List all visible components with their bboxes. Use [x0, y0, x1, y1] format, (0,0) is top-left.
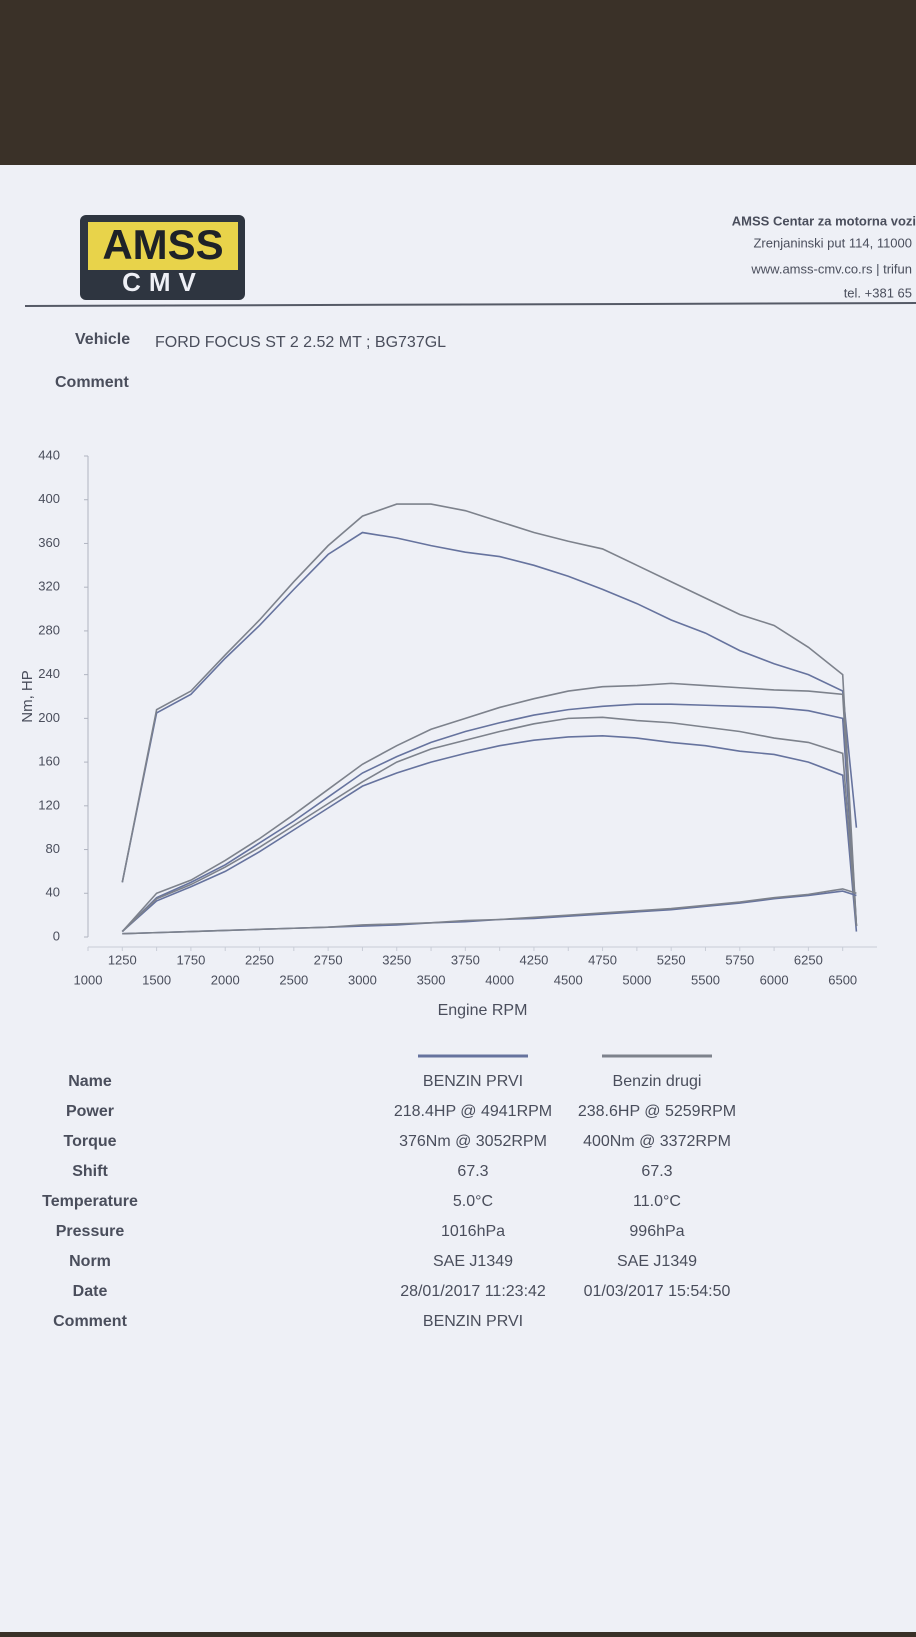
table-cell: 996hPa — [629, 1223, 684, 1240]
rule — [24, 302, 916, 307]
address: Zrenjaninski put 114, 11000 — [753, 235, 912, 250]
x-tick-label: 2500 — [279, 972, 308, 987]
y-tick-label: 360 — [38, 535, 60, 550]
table-cell: SAE J1349 — [617, 1253, 697, 1270]
x-tick-label: 1000 — [74, 972, 103, 987]
y-tick-label: 280 — [38, 622, 60, 637]
table-cell: BENZIN PRVI — [423, 1073, 523, 1090]
table-cell: 1016hPa — [441, 1223, 505, 1240]
table-cell: 376Nm @ 3052RPM — [399, 1133, 547, 1150]
y-tick-label: 80 — [46, 841, 60, 856]
x-tick-label: 5250 — [657, 952, 686, 967]
x-tick-label: 4000 — [485, 972, 514, 987]
table-cell: Benzin drugi — [613, 1073, 702, 1090]
phone: tel. +381 65 — [844, 285, 912, 300]
x-tick-label: 3250 — [382, 952, 411, 967]
row-label: Name — [68, 1073, 112, 1090]
web: www.amss-cmv.co.rs | trifun — [750, 261, 912, 276]
y-tick-label: 240 — [38, 666, 60, 681]
logo-text: AMSS — [102, 221, 223, 268]
table-cell: 67.3 — [641, 1163, 672, 1180]
row-label: Torque — [63, 1133, 116, 1150]
x-tick-label: 6500 — [828, 972, 857, 987]
series-line — [122, 888, 857, 935]
table-cell: 01/03/2017 15:54:50 — [584, 1283, 731, 1300]
x-tick-label: 5500 — [691, 972, 720, 987]
y-tick-label: 440 — [38, 447, 60, 462]
x-tick-label: 3000 — [348, 972, 377, 987]
x-tick-label: 1750 — [176, 952, 205, 967]
logo-band — [88, 222, 238, 270]
table-cell: SAE J1349 — [433, 1253, 513, 1270]
y-tick-label: 160 — [38, 754, 60, 769]
x-tick-label: 5000 — [622, 972, 651, 987]
y-tick-label: 120 — [38, 797, 60, 812]
row-label: Pressure — [56, 1223, 125, 1240]
vehicle-label: Vehicle — [75, 331, 130, 348]
table-cell: 218.4HP @ 4941RPM — [394, 1103, 552, 1120]
series-line — [121, 503, 858, 927]
x-tick-label: 4250 — [519, 952, 548, 967]
y-tick-label: 320 — [38, 579, 60, 594]
y-tick-label: 200 — [38, 710, 60, 725]
row-label: Comment — [53, 1313, 127, 1330]
series-line — [121, 735, 858, 933]
x-tick-label: 1500 — [142, 972, 171, 987]
x-tick-label: 6250 — [794, 952, 823, 967]
row-label: Shift — [72, 1163, 108, 1180]
x-tick-label: 2000 — [211, 972, 240, 987]
x-tick-label: 2750 — [314, 952, 343, 967]
x-tick-label: 3750 — [451, 952, 480, 967]
comment-label: Comment — [55, 374, 129, 391]
series-line — [121, 682, 858, 933]
table-cell: BENZIN PRVI — [423, 1313, 523, 1330]
series-line — [121, 703, 858, 933]
table-cell: 28/01/2017 11:23:42 — [400, 1283, 546, 1300]
table-cell: 5.0°C — [453, 1193, 493, 1210]
company: AMSS Centar za motorna vozi — [732, 213, 916, 228]
logo-text: CMV — [122, 267, 204, 297]
chart: 0 40 80 120 160 200 240 280 320 360 400 440 1000 1250… — [19, 447, 877, 1019]
x-tick-label: 3500 — [417, 972, 446, 987]
vehicle-value: FORD FOCUS ST 2 2.52 MT ; BG737GL — [155, 334, 446, 351]
y-axis-label: Nm, HP — [19, 670, 36, 723]
series-line — [121, 716, 858, 933]
x-tick-label: 4750 — [588, 952, 617, 967]
y-tick-label: 0 — [53, 928, 60, 943]
x-tick-label: 5750 — [725, 952, 754, 967]
x-tick-label: 6000 — [760, 972, 789, 987]
y-tick-label: 400 — [38, 491, 60, 506]
x-tick-label: 1250 — [108, 952, 137, 967]
row-label: Date — [73, 1283, 108, 1300]
x-axis-label: Engine RPM — [438, 1002, 528, 1019]
row-label: Temperature — [42, 1193, 138, 1210]
series-line — [121, 531, 858, 883]
table-cell: 400Nm @ 3372RPM — [583, 1133, 731, 1150]
y-tick-label: 40 — [46, 885, 60, 900]
table-cell: 67.3 — [457, 1163, 488, 1180]
table: Name BENZIN PRVI Benzin drugi Power 218.4HP … — [42, 1054, 736, 1330]
row-label: Norm — [69, 1253, 111, 1270]
row-label: Power — [66, 1103, 114, 1120]
table-cell: 238.6HP @ 5259RPM — [578, 1103, 736, 1120]
table-cell: 11.0°C — [633, 1193, 681, 1210]
x-tick-label: 4500 — [554, 972, 583, 987]
x-tick-label: 2250 — [245, 952, 274, 967]
